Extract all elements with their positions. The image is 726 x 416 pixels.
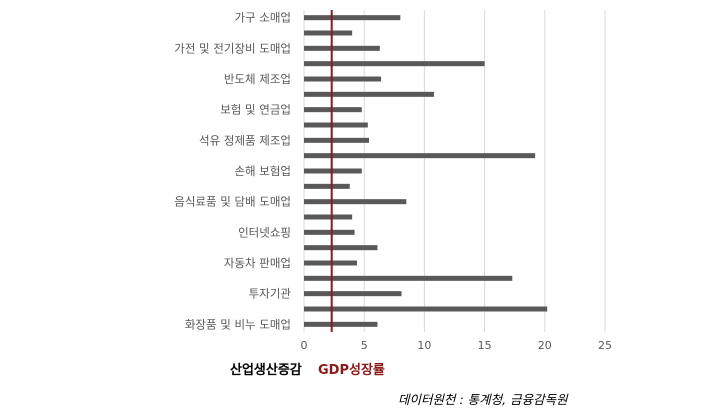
category-label: 자동차 판매업 (224, 256, 291, 270)
bar (304, 306, 548, 312)
x-tick-labels: 0 5 10 15 20 25 (301, 339, 613, 352)
x-tick-label: 20 (538, 339, 552, 352)
legend-gdp-growth: GDP성장률 (318, 363, 385, 378)
category-label: 반도체 제조업 (224, 72, 291, 86)
bar (304, 45, 380, 51)
category-label: 화장품 및 비누 도매업 (185, 317, 291, 331)
category-label: 인터넷쇼핑 (238, 225, 291, 239)
bar (304, 321, 378, 327)
category-label: 음식료품 및 담배 도매업 (174, 195, 291, 209)
bar (304, 199, 407, 205)
bar (304, 229, 355, 235)
bar (304, 183, 350, 189)
bar (304, 76, 382, 82)
category-label: 보험 및 연금업 (220, 103, 291, 117)
data-source-note: 데이터원천 : 통계청, 금융감독원 (398, 392, 568, 407)
legend-industry-production: 산업생산증감 (230, 363, 302, 378)
category-label: 가구 소매업 (234, 11, 291, 25)
bar (304, 122, 368, 128)
bar (304, 291, 402, 297)
bar (304, 168, 362, 174)
category-label: 석유 정제품 제조업 (199, 133, 291, 147)
x-tick-label: 25 (598, 339, 612, 352)
bar (304, 153, 536, 159)
x-tick-label: 5 (361, 339, 368, 352)
bar (304, 15, 401, 21)
category-label: 손해 보험업 (234, 164, 291, 178)
bar (304, 260, 357, 266)
bars (304, 15, 548, 327)
bar (304, 91, 435, 97)
bar (304, 107, 362, 113)
bar (304, 61, 485, 67)
x-tick-label: 10 (417, 339, 431, 352)
x-tick-label: 0 (301, 339, 308, 352)
bar (304, 214, 353, 220)
category-label: 가전 및 전기장비 도매업 (174, 41, 291, 55)
bar (304, 137, 370, 143)
bar (304, 245, 378, 251)
category-label: 투자기관 (249, 287, 292, 301)
x-tick-label: 15 (478, 339, 492, 352)
bar (304, 30, 353, 36)
bar (304, 275, 513, 281)
